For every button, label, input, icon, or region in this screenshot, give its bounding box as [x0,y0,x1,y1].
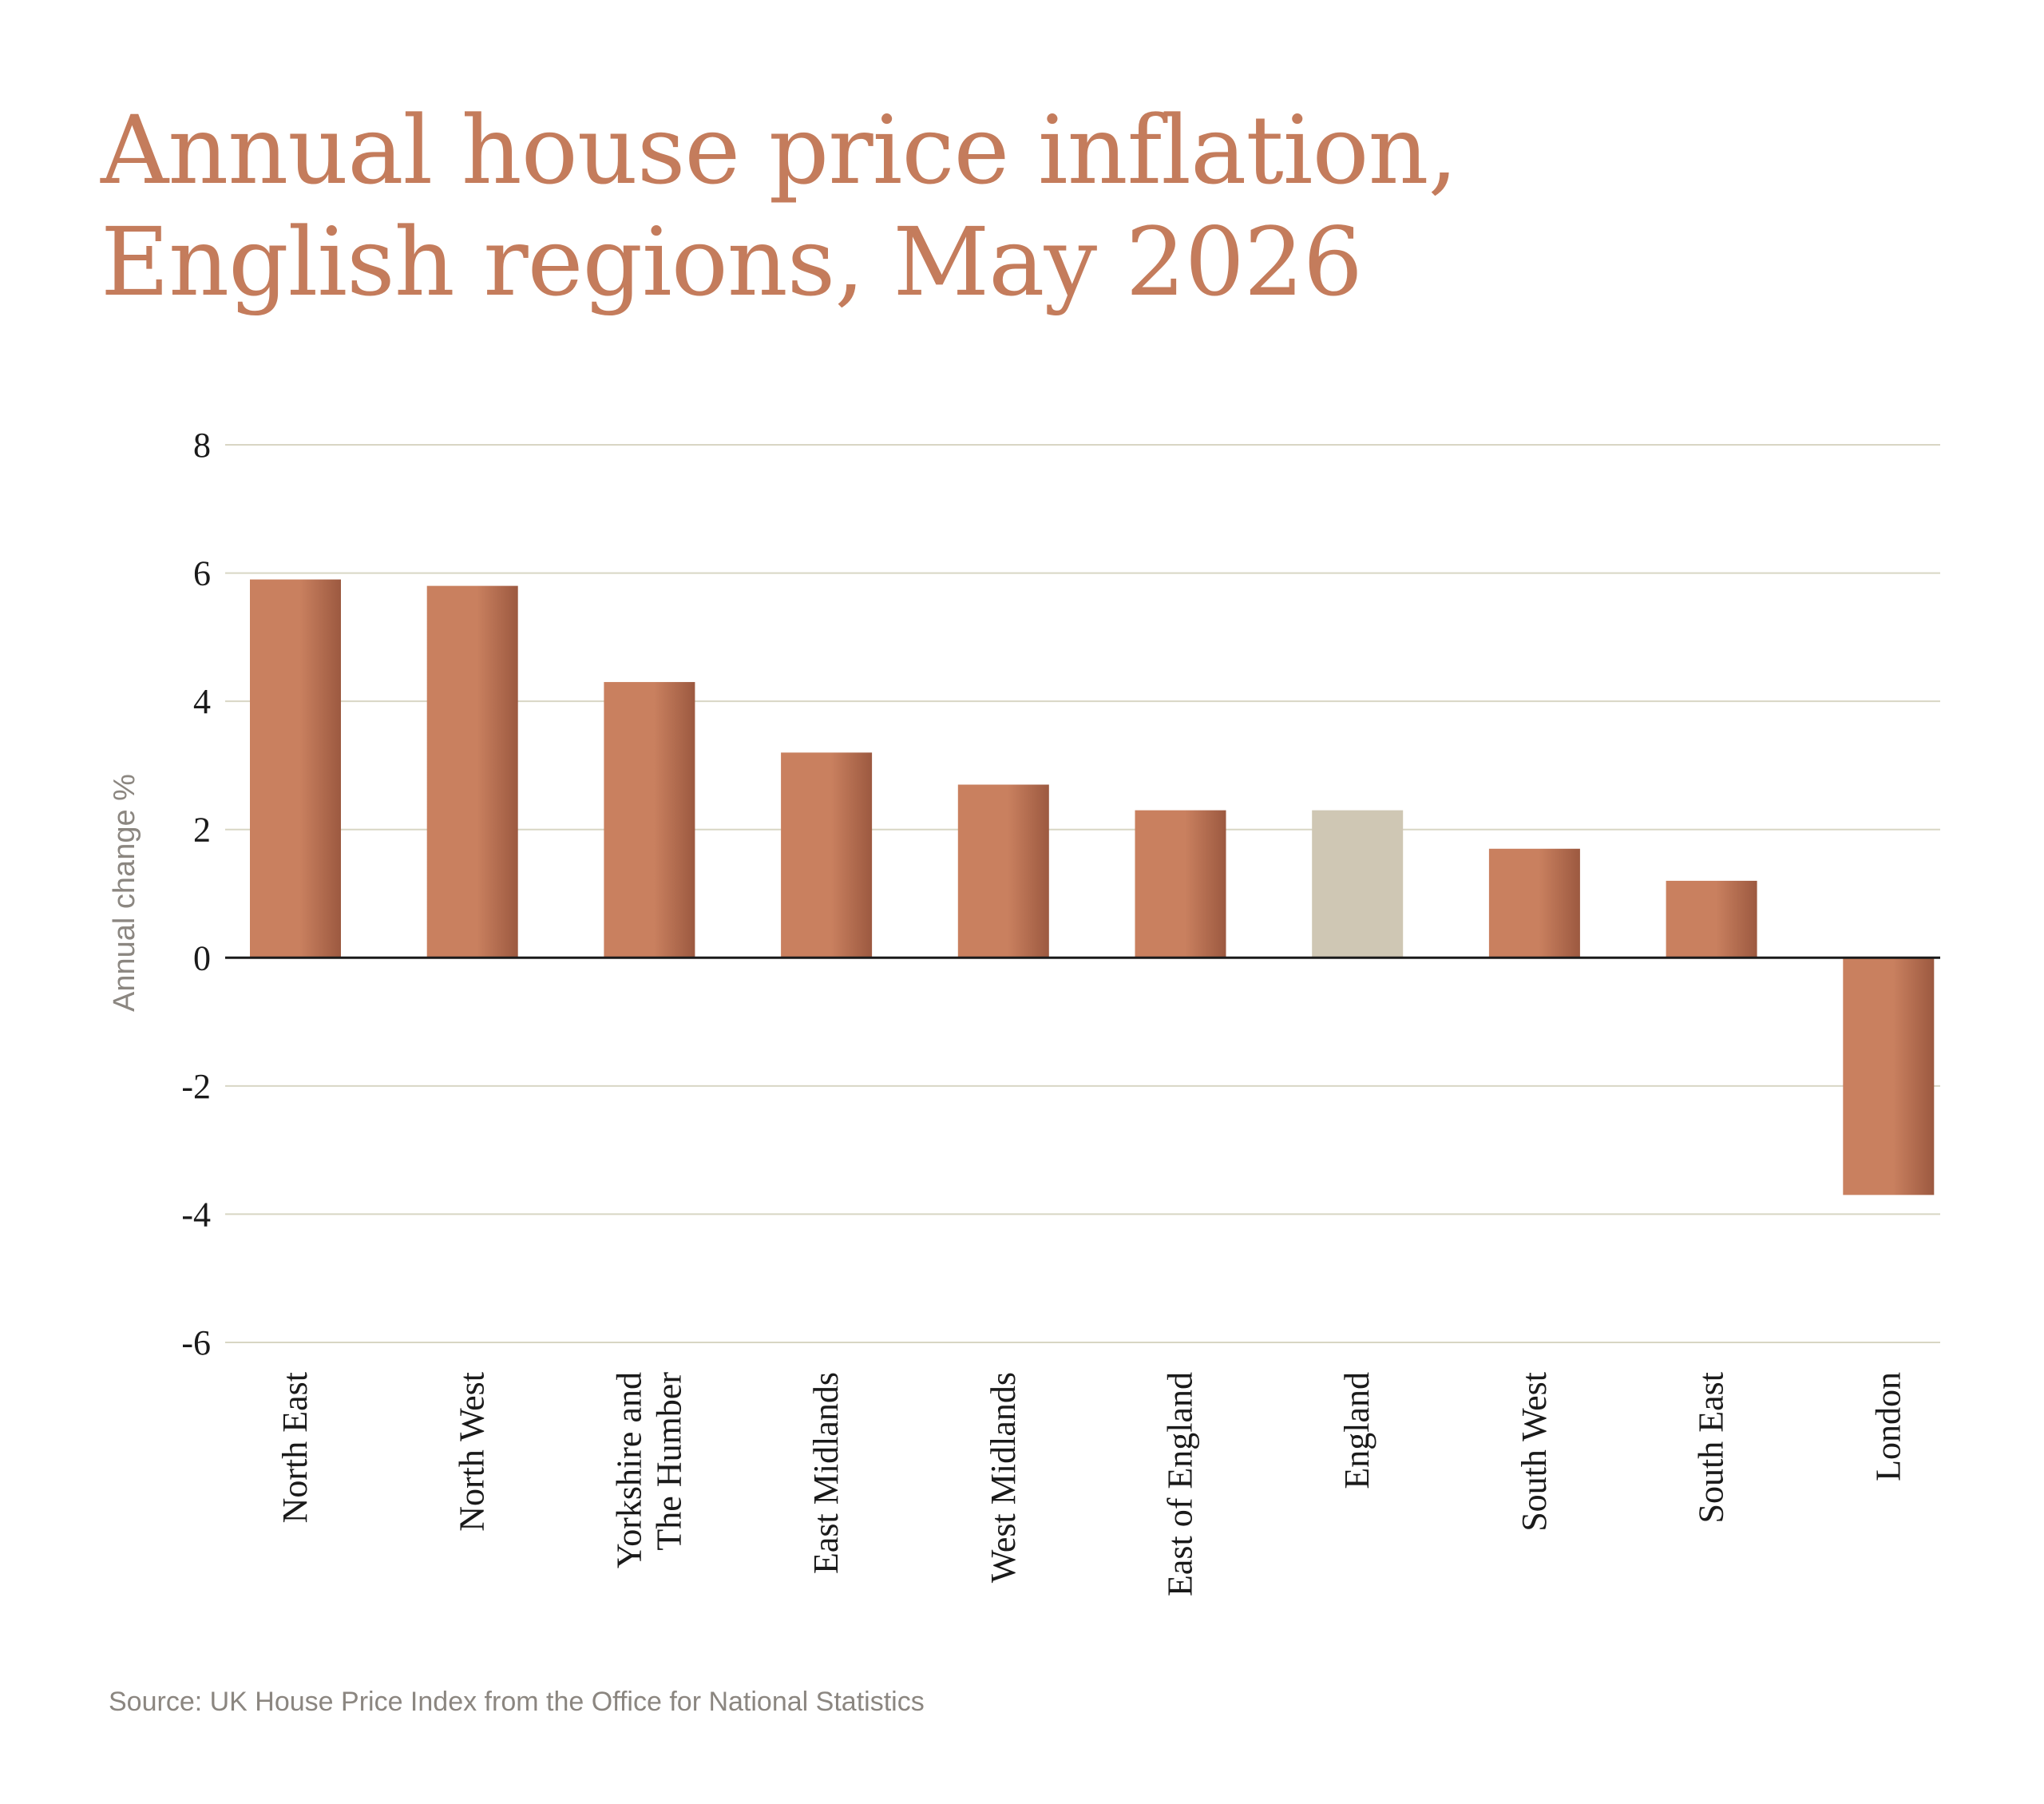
source-note: Source: UK House Price Index from the Of… [109,1687,925,1717]
bar [250,579,341,958]
chart-title-line-2: English regions, May 2026 [101,207,1363,317]
y-axis-title: Annual change % [108,774,141,1012]
y-tick-label: 2 [193,811,211,850]
y-axis-ticks: 8 6 4 2 0 -2 -4 -6 [181,426,211,1362]
bar [426,585,518,958]
bar [1843,958,1935,1195]
bar [1666,880,1757,958]
y-tick-label: 0 [193,938,211,977]
bar [604,682,695,958]
y-tick-label: -4 [181,1195,211,1234]
y-tick-label: 4 [193,682,211,721]
x-category-label: South West [1515,1372,1554,1532]
x-category-label: East of England [1161,1372,1200,1596]
x-category-label: South East [1692,1372,1731,1523]
x-category-label: East Midlands [806,1372,846,1574]
chart-title-line-1: Annual house price inflation, [101,95,1458,205]
x-category-label: England [1337,1372,1377,1489]
gridlines [225,444,1940,1343]
y-tick-label: -2 [181,1067,211,1106]
chart-title: Annual house price inflation, English re… [101,94,1937,318]
y-tick-label: 6 [193,554,211,593]
x-category-label: London [1868,1372,1907,1481]
x-category-label: North East [275,1372,315,1523]
x-category-label: The Humber [649,1372,688,1551]
x-category-label: North West [453,1372,492,1532]
bars [250,579,1935,1195]
bar [1488,848,1580,958]
y-tick-label: 8 [193,426,211,465]
x-category-label: West Midlands [984,1372,1023,1583]
x-category-label: Yorkshire and [609,1372,648,1568]
bar [1135,810,1226,958]
x-axis-labels: North East North West Yorkshire and The Hum… [275,1372,1907,1596]
bar [781,752,873,958]
y-tick-label: -6 [181,1323,211,1362]
bar [1312,810,1404,958]
bar [957,784,1049,958]
